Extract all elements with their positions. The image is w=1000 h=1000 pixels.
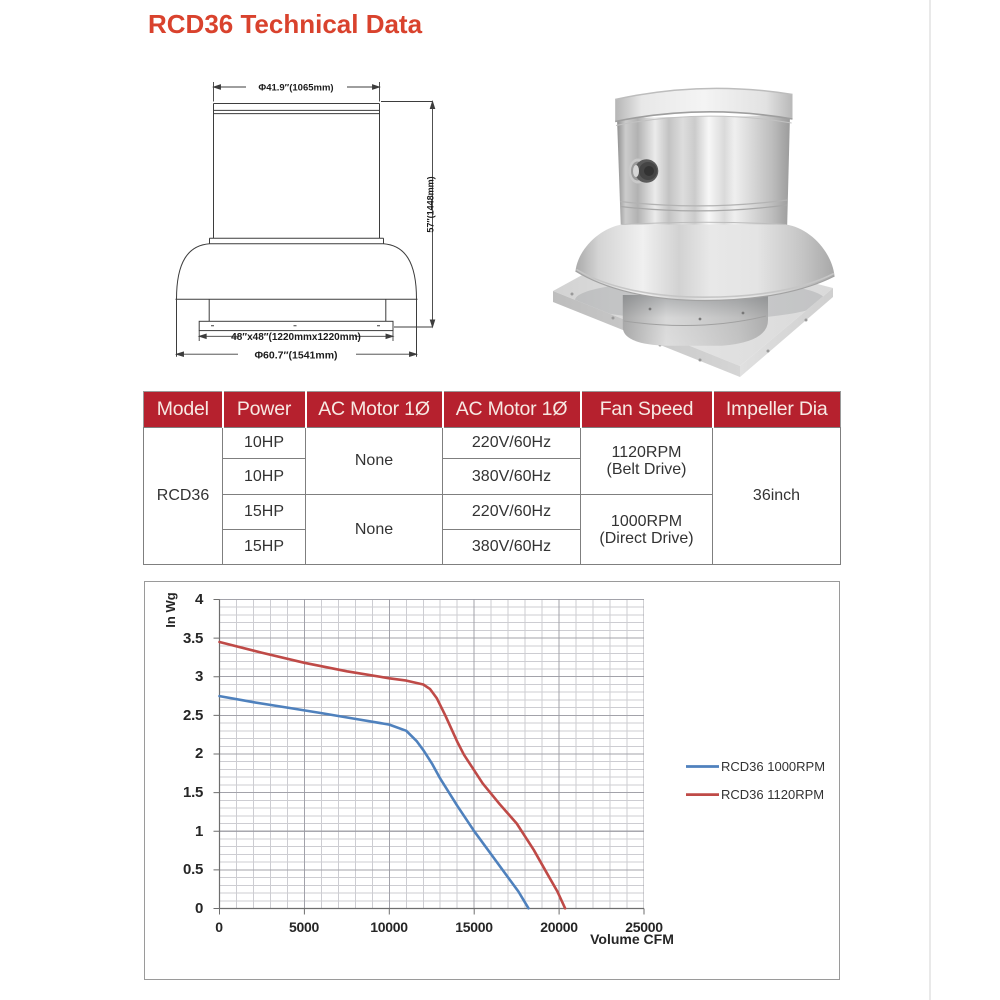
svg-text:RCD36 1120RPM: RCD36 1120RPM <box>721 787 824 802</box>
svg-text:Φ41.9″(1065mm): Φ41.9″(1065mm) <box>258 83 333 94</box>
svg-text:Φ60.7″(1541mm): Φ60.7″(1541mm) <box>254 350 337 362</box>
svg-text:RCD36 1000RPM: RCD36 1000RPM <box>721 759 825 774</box>
svg-text:48″x48″(1220mmx1220mm): 48″x48″(1220mmx1220mm) <box>231 332 361 343</box>
svg-text:57″(1448mm): 57″(1448mm) <box>426 176 436 232</box>
